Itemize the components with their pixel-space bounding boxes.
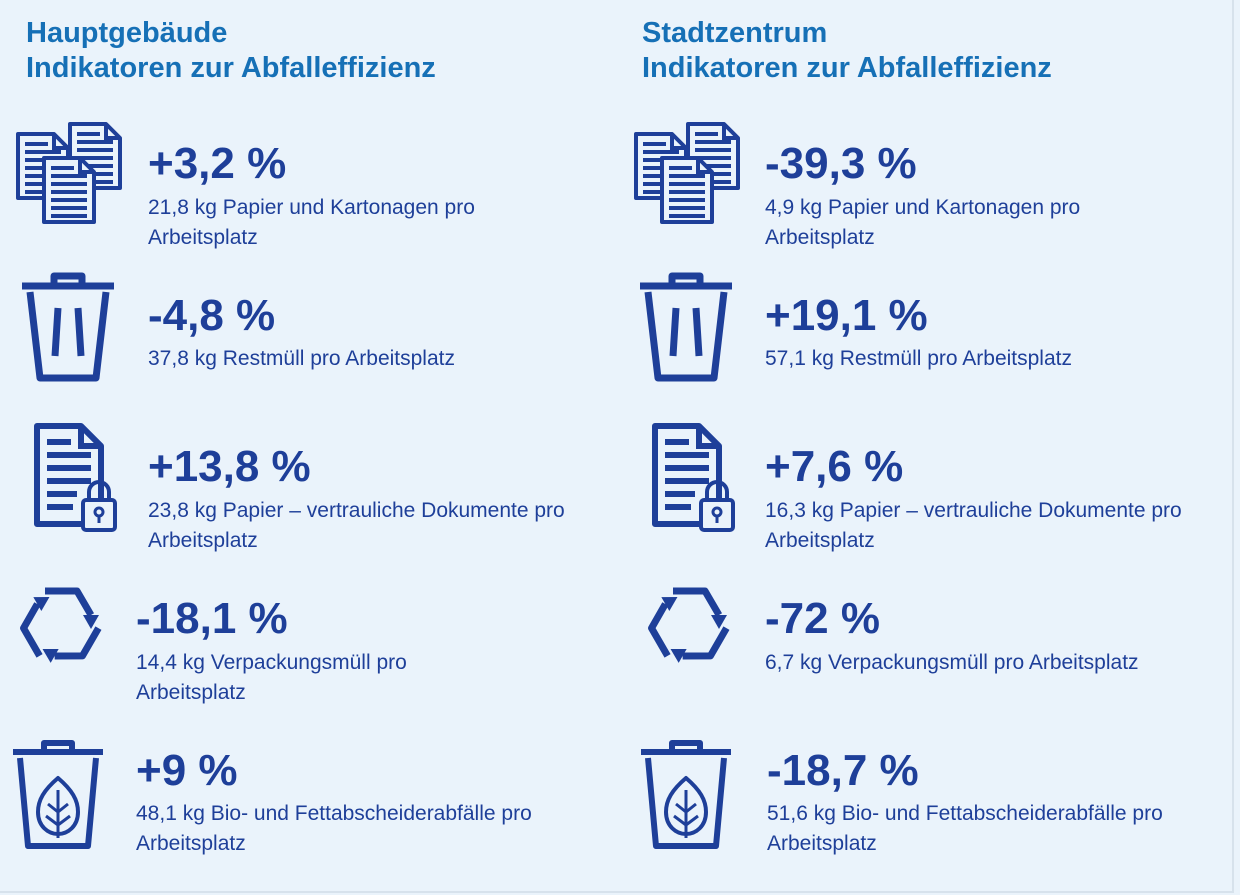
- indicator-description: 21,8 kg Papier und Kartonagen pro Arbeit…: [148, 196, 475, 249]
- indicator-description: 57,1 kg Restmüll pro Arbeitsplatz: [765, 347, 1072, 370]
- column-title: Hauptgebäude Indikatoren zur Abfalleffiz…: [26, 16, 436, 86]
- indicator-change: +3,2 %: [148, 139, 287, 188]
- column-title-line2: Indikatoren zur Abfalleffizienz: [642, 52, 1052, 84]
- indicator-change: -39,3 %: [765, 139, 917, 188]
- indicator-change: +7,6 %: [765, 442, 904, 491]
- indicator-change: +13,8 %: [148, 442, 311, 491]
- bio-bin-icon: [638, 738, 734, 853]
- recycle-icon: [10, 575, 112, 675]
- indicator-description: 4,9 kg Papier und Kartonagen pro Arbeits…: [765, 196, 1081, 249]
- indicator-description: 37,8 kg Restmüll pro Arbeitsplatz: [148, 347, 455, 370]
- column-title: Stadtzentrum Indikatoren zur Abfalleffiz…: [642, 16, 1052, 86]
- indicator-change: -18,7 %: [767, 746, 919, 795]
- indicator-description: 16,3 kg Papier – vertrauliche Dokumente …: [765, 499, 1182, 552]
- indicator-description: 51,6 kg Bio- und Fettabscheiderabfälle p…: [767, 802, 1163, 855]
- indicator-change: -18,1 %: [136, 594, 288, 643]
- column-title-line1: Hauptgebäude: [26, 17, 228, 49]
- column-title-line1: Stadtzentrum: [642, 17, 828, 49]
- indicator-description: 23,8 kg Papier – vertrauliche Dokumente …: [148, 499, 565, 552]
- indicator-description: 48,1 kg Bio- und Fettabscheiderabfälle p…: [136, 802, 532, 855]
- indicator-change: +9 %: [136, 746, 238, 795]
- indicator-change: +19,1 %: [765, 291, 928, 340]
- locked-document-icon: [651, 422, 741, 537]
- column-title-line2: Indikatoren zur Abfalleffizienz: [26, 52, 436, 84]
- trash-bin-icon: [18, 270, 118, 385]
- documents-icon: [632, 120, 742, 230]
- locked-document-icon: [33, 422, 123, 537]
- documents-icon: [14, 120, 124, 230]
- trash-bin-icon: [636, 270, 736, 385]
- indicator-change: -72 %: [765, 594, 880, 643]
- bio-bin-icon: [10, 738, 106, 853]
- recycle-icon: [638, 575, 740, 675]
- indicator-description: 6,7 kg Verpackungsmüll pro Arbeitsplatz: [765, 651, 1139, 674]
- indicator-change: -4,8 %: [148, 291, 276, 340]
- indicator-description: 14,4 kg Verpackungsmüll pro Arbeitsplatz: [136, 651, 407, 704]
